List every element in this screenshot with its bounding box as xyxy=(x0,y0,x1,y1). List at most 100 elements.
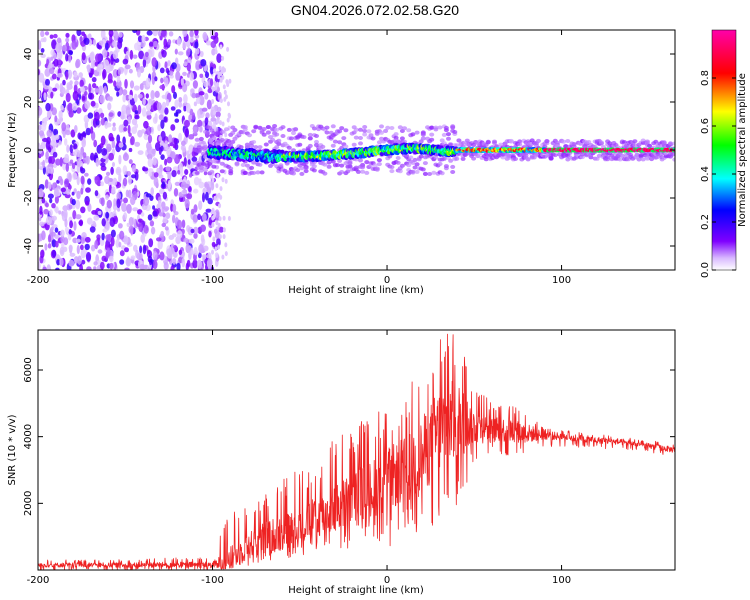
heatmap-cell xyxy=(128,68,133,74)
heatmap-cell xyxy=(128,147,133,153)
heatmap-cell xyxy=(160,119,165,130)
heatmap-cell xyxy=(143,120,149,129)
heatmap-cell xyxy=(49,156,56,165)
heatmap-cell xyxy=(219,161,225,166)
snr-y-ticks: 2000 4000 6000 xyxy=(23,357,675,516)
heatmap-cell xyxy=(188,134,195,140)
heatmap-cell xyxy=(71,102,78,111)
heatmap-cell xyxy=(71,40,77,50)
heatmap-cell xyxy=(193,188,199,194)
heatmap-cell xyxy=(150,187,154,196)
heatmap-cell xyxy=(364,170,370,175)
heatmap-cell xyxy=(110,166,114,175)
heatmap-cell xyxy=(69,80,73,86)
heatmap-cell xyxy=(517,139,523,144)
heatmap-cell xyxy=(219,169,225,174)
heatmap-cell xyxy=(653,139,659,144)
heatmap-cell xyxy=(126,222,130,227)
heatmap-cell xyxy=(420,136,426,141)
heatmap-cell xyxy=(100,112,105,119)
heatmap-cell xyxy=(38,130,45,137)
heatmap-cell xyxy=(93,261,98,266)
heatmap-cell xyxy=(122,58,129,65)
heatmap-cell xyxy=(222,227,226,233)
heatmap-cell xyxy=(161,222,167,228)
heatmap-cell xyxy=(178,97,183,103)
heatmap-cell xyxy=(151,75,156,85)
heatmap-cell xyxy=(80,166,83,172)
heatmap-cell xyxy=(72,172,78,181)
heatmap-cell xyxy=(53,187,59,198)
heatmap-cell xyxy=(192,129,198,134)
heatmap-cell xyxy=(45,102,51,112)
heatmap-cell xyxy=(203,245,209,252)
heatmap-cell xyxy=(460,156,466,161)
heatmap-cell xyxy=(115,182,122,189)
heatmap-cell xyxy=(257,125,263,130)
heatmap-cell xyxy=(213,110,216,116)
heatmap-cell xyxy=(443,164,449,169)
heatmap-cell xyxy=(159,251,165,261)
heatmap-cell xyxy=(191,92,197,99)
heatmap-cell xyxy=(119,259,125,265)
heatmap-cell xyxy=(214,49,218,55)
heatmap-cell xyxy=(172,214,176,224)
heatmap-cell xyxy=(161,201,166,209)
heatmap-cell xyxy=(90,152,95,161)
heatmap-cell xyxy=(62,205,68,212)
heatmap-cell xyxy=(201,254,207,259)
heatmap-cell xyxy=(238,145,244,150)
heatmap-cell xyxy=(152,251,158,260)
heatmap-cell xyxy=(353,127,359,132)
heatmap-cell xyxy=(598,140,604,145)
heatmap-cell xyxy=(100,197,105,207)
heatmap-cell xyxy=(139,264,145,270)
heatmap-cell xyxy=(68,184,72,190)
heatmap-cell xyxy=(72,90,79,101)
heatmap-cell xyxy=(108,132,114,142)
heatmap-cell xyxy=(189,36,195,43)
heatmap-cell xyxy=(58,110,63,120)
heatmap-cell xyxy=(122,214,126,221)
heatmap-cell xyxy=(193,176,200,186)
heatmap-cell xyxy=(128,132,132,137)
heatmap-cell xyxy=(228,78,232,84)
heatmap-cell xyxy=(214,32,219,37)
heatmap-cell xyxy=(295,168,301,173)
heatmap-cell xyxy=(204,191,209,201)
heatmap-cell xyxy=(255,170,261,175)
heatmap-cell xyxy=(117,111,122,117)
heatmap-cell xyxy=(138,223,144,232)
heatmap-cell xyxy=(195,97,201,104)
heatmap-cell xyxy=(265,125,271,130)
y-tick-label: 2000 xyxy=(23,491,34,516)
heatmap-cell xyxy=(153,172,159,178)
heatmap-cell xyxy=(148,171,152,177)
heatmap-cell xyxy=(57,118,62,125)
x-tick-label: -100 xyxy=(201,575,224,586)
heatmap-cell xyxy=(47,181,52,190)
heatmap-cell xyxy=(222,215,226,221)
heatmap-cell xyxy=(176,230,183,239)
heatmap-cell xyxy=(221,55,225,61)
heatmap-cell xyxy=(644,139,650,144)
heatmap-cell xyxy=(218,216,222,222)
heatmap-cell xyxy=(210,78,214,87)
heatmap-cell xyxy=(215,183,219,189)
heatmap-cell xyxy=(54,227,59,233)
heatmap-cell xyxy=(52,182,56,190)
heatmap-cell xyxy=(178,132,183,142)
heatmap-cell xyxy=(137,94,143,99)
heatmap-cell xyxy=(130,226,134,236)
heatmap-cell xyxy=(69,159,74,164)
heatmap-cell xyxy=(95,53,101,63)
heatmap-cell xyxy=(214,85,218,91)
heatmap-cell xyxy=(452,130,458,134)
heatmap-cell xyxy=(44,179,49,189)
heatmap-cell xyxy=(170,124,176,131)
y-tick-label: 0 xyxy=(23,147,34,153)
heatmap-cell xyxy=(169,250,173,259)
snr-x-label: Height of straight line (km) xyxy=(288,585,424,596)
heatmap-cell xyxy=(176,37,182,46)
heatmap-cell xyxy=(571,142,577,147)
